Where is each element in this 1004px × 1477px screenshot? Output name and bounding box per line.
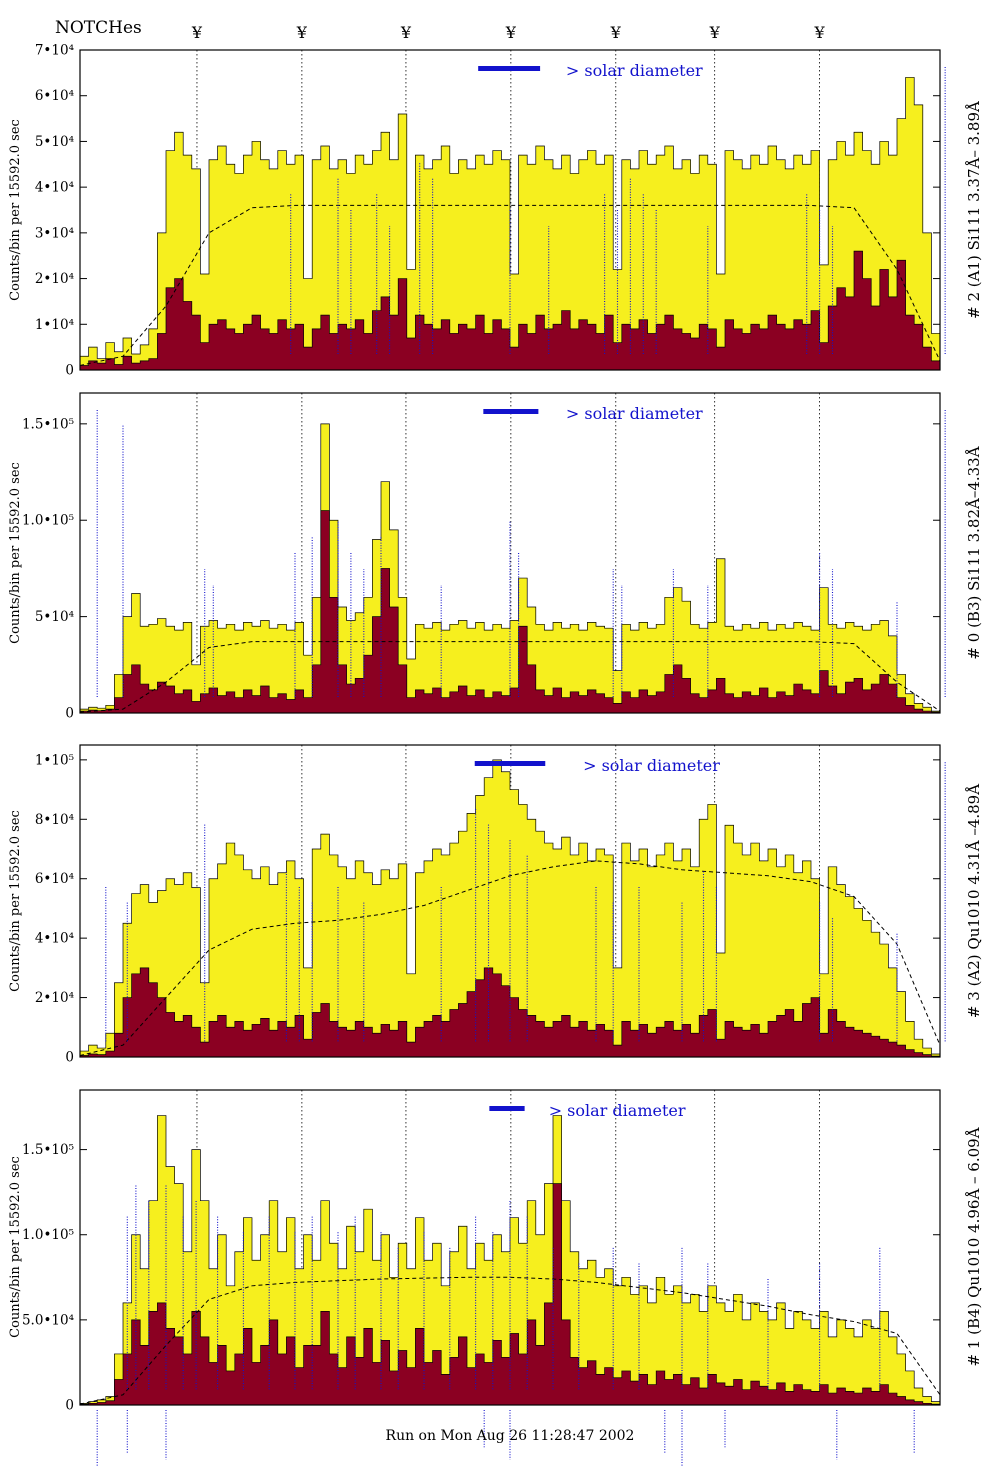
panel-4-solar-diameter-label: > solar diameter — [549, 1101, 686, 1120]
y-tick-label: 1•10⁵ — [35, 752, 74, 768]
y-tick-label: 1.0•10⁵ — [22, 1227, 74, 1243]
panel-3-frame — [79, 744, 941, 1058]
panel-3-solar-diameter-bar — [474, 761, 546, 766]
panel-4-y-axis: 0 5.0•10⁴ 1.0•10⁵ 1.5•10⁵ — [22, 1142, 940, 1414]
panel-3-smoothed-envelope — [79, 860, 941, 1057]
y-tick-label: 2•10⁴ — [35, 990, 74, 1006]
channel-label-panel-2: # 0 (B3) Si111 3.82Å–4.33Å — [965, 446, 983, 660]
y-tick-label: 3•10⁴ — [35, 225, 74, 241]
panel-2-background-counts — [79, 510, 941, 714]
channel-label-panel-3: # 3 (A2) Qu1010 4.31Å –4.89Å — [965, 783, 983, 1019]
notch-symbol: ¥ — [610, 23, 622, 42]
panel-4-smoothed-envelope — [79, 1276, 941, 1405]
panel-4-frame — [79, 1089, 941, 1406]
y-tick-label: 8•10⁴ — [35, 812, 74, 828]
y-tick-label: 2•10⁴ — [35, 271, 74, 287]
panel-4-total-counts — [79, 1115, 941, 1406]
panel-1-smoothed-envelope — [79, 204, 941, 366]
y-tick-label: 5•10⁴ — [35, 609, 74, 625]
panel-1: 0 1•10⁴ 2•10⁴ 3•10⁴ 4•10⁴ 5•10⁴ 6•10⁴ 7•10⁴ > so… — [35, 43, 946, 379]
y-tick-label: 6•10⁴ — [35, 88, 74, 104]
panel-2-frame — [79, 392, 941, 714]
notch-symbol: ¥ — [505, 23, 517, 42]
panel-1-frame — [79, 49, 941, 371]
y-tick-label: 6•10⁴ — [35, 871, 74, 887]
y-tick-label: 0 — [65, 363, 74, 379]
panel-1-y-axis: 0 1•10⁴ 2•10⁴ 3•10⁴ 4•10⁴ 5•10⁴ 6•10⁴ 7•10⁴ — [35, 43, 940, 379]
panel-2-solar-diameter-label: > solar diameter — [566, 404, 703, 423]
notch-symbol: ¥ — [814, 23, 826, 42]
y-axis-label-panel-1: Counts/bin per 15592.0 sec — [8, 119, 23, 301]
y-tick-label: 4•10⁴ — [35, 180, 74, 196]
y-axis-label-panel-3: Counts/bin per 15592.0 sec — [8, 810, 23, 992]
notch-symbol: ¥ — [400, 23, 412, 42]
y-tick-label: 5.0•10⁴ — [22, 1312, 74, 1328]
y-tick-label: 0 — [65, 1398, 74, 1414]
panel-1-background-counts — [79, 250, 941, 371]
y-tick-label: 0 — [65, 706, 74, 722]
panel-3-event-annotations — [105, 760, 946, 1042]
panel-2-solar-diameter-bar — [483, 409, 539, 414]
panel-3: 0 2•10⁴ 4•10⁴ 6•10⁴ 8•10⁴ 1•10⁵ > solar diamet… — [35, 744, 946, 1066]
panel-2-event-annotations — [96, 409, 946, 697]
channel-label-panel-1: # 2 (A1) Si111 3.37Å– 3.89Å — [965, 101, 983, 319]
panel-1-solar-diameter-label: > solar diameter — [566, 61, 703, 80]
notch-symbol: ¥ — [191, 23, 203, 42]
panel-2-total-counts — [79, 423, 941, 714]
below-axis-annotations — [96, 1410, 915, 1466]
panel-1-event-annotations — [290, 66, 946, 354]
y-tick-label: 1.5•10⁵ — [22, 416, 74, 432]
y-tick-label: 4•10⁴ — [35, 931, 74, 947]
y-tick-label: 1•10⁴ — [35, 317, 74, 333]
notch-symbol: ¥ — [709, 23, 721, 42]
y-tick-label: 7•10⁴ — [35, 43, 74, 59]
panel-2: 0 5•10⁴ 1.0•10⁵ 1.5•10⁵ > solar diameter — [22, 392, 946, 722]
panel-3-solar-diameter-label: > solar diameter — [583, 756, 720, 775]
panel-2-y-axis: 0 5•10⁴ 1.0•10⁵ 1.5•10⁵ — [22, 416, 940, 722]
panel-1-solar-diameter-bar — [478, 66, 541, 71]
panel-4: 0 5.0•10⁴ 1.0•10⁵ 1.5•10⁵ > solar diameter — [22, 1089, 941, 1414]
run-timestamp: Run on Mon Aug 26 11:28:47 2002 — [385, 1428, 635, 1444]
y-axis-label-panel-2: Counts/bin per 15592.0 sec — [8, 462, 23, 644]
notches-title: NOTCHes — [55, 18, 142, 38]
panel-4-solar-diameter-bar — [489, 1106, 525, 1111]
y-tick-label: 1.0•10⁵ — [22, 513, 74, 529]
notch-symbol: ¥ — [296, 23, 308, 42]
notch-symbols: ¥ ¥ ¥ ¥ ¥ ¥ ¥ — [191, 23, 826, 42]
y-tick-label: 0 — [65, 1050, 74, 1066]
y-tick-label: 1.5•10⁵ — [22, 1142, 74, 1158]
y-tick-label: 5•10⁴ — [35, 134, 74, 150]
panel-4-event-annotations — [126, 1184, 881, 1390]
y-axis-label-panel-4: Counts/bin per 15592.0 sec — [8, 1156, 23, 1338]
panel-3-y-axis: 0 2•10⁴ 4•10⁴ 6•10⁴ 8•10⁴ 1•10⁵ — [35, 752, 940, 1066]
channel-label-panel-4: # 1 (B4) Qu1010 4.96Å – 6.09Å — [965, 1127, 983, 1367]
